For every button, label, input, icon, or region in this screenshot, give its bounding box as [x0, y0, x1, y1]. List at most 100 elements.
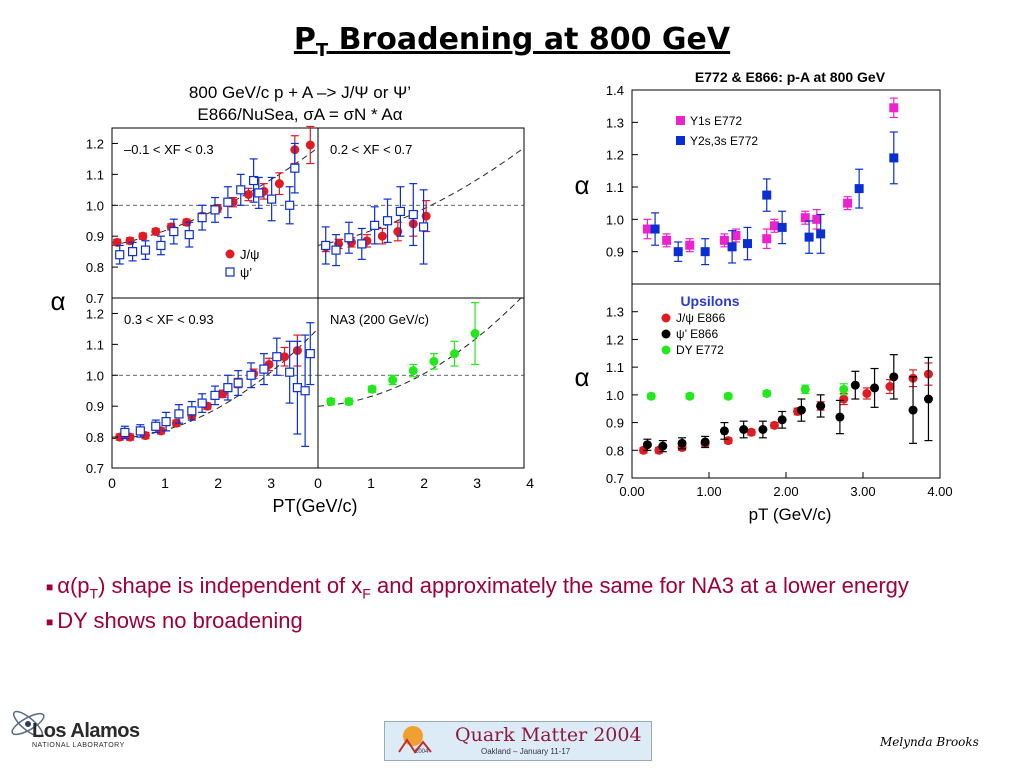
data-point	[889, 153, 899, 163]
legend-marker	[225, 249, 235, 259]
data-point	[243, 189, 253, 199]
data-point	[777, 222, 787, 232]
y-tick-label: 1.0	[606, 388, 624, 403]
data-point	[700, 247, 710, 257]
panel-label: NA3 (200 GeV/c)	[330, 312, 429, 327]
data-point	[673, 247, 683, 257]
y-tick-label: 1.0	[86, 198, 104, 213]
los-alamos-sub: NATIONAL LABORATORY	[32, 742, 125, 749]
data-point	[762, 388, 772, 398]
data-point	[418, 222, 429, 232]
data-point	[839, 394, 849, 404]
data-point	[223, 383, 233, 393]
bullet-item: ■ DY shows no broadening	[46, 608, 303, 634]
data-point	[723, 436, 733, 446]
panel-label: –0.1 < XF < 0.3	[124, 142, 214, 157]
data-point	[184, 230, 194, 240]
data-point	[731, 231, 741, 240]
y-tick-label: 1.1	[606, 360, 624, 375]
legend-label: ψ’ E866	[676, 327, 718, 341]
x-tick-label: 2	[420, 475, 428, 491]
x-tick-label: 1	[161, 475, 169, 491]
data-point	[762, 234, 772, 244]
data-point	[249, 175, 259, 186]
data-point	[267, 194, 277, 204]
data-point	[727, 242, 737, 252]
data-point	[800, 384, 810, 394]
y-axis-label: α	[574, 170, 589, 200]
data-point	[151, 421, 161, 431]
bullet-square-icon: ■	[46, 579, 54, 594]
y-tick-label: 1.4	[606, 83, 624, 98]
data-point	[816, 401, 826, 411]
data-point	[377, 231, 387, 241]
data-point	[169, 226, 179, 237]
data-point	[429, 356, 439, 366]
data-point	[274, 179, 284, 189]
y-tick-label: 1.3	[606, 305, 624, 320]
qm-year: 2004	[415, 749, 429, 755]
data-point	[816, 229, 826, 239]
data-point	[923, 394, 933, 404]
legend-marker	[225, 267, 235, 277]
data-point	[746, 427, 756, 437]
legend-label: J/ψ E866	[676, 311, 726, 325]
data-point	[223, 197, 233, 207]
data-point	[677, 438, 687, 448]
qm-title: Quark Matter 2004	[455, 724, 642, 746]
data-point	[210, 205, 220, 215]
data-point	[850, 380, 860, 390]
data-point	[292, 383, 302, 393]
qm-subtitle: Oakland – January 11-17	[481, 747, 571, 756]
data-point	[197, 398, 207, 408]
data-point	[769, 221, 779, 231]
data-point	[300, 386, 310, 396]
data-point	[197, 213, 207, 223]
chart-subtitle: E866/NuSea, σA = σN * Aα	[197, 105, 402, 124]
data-point	[259, 364, 269, 374]
data-point	[739, 425, 749, 434]
data-point	[642, 440, 652, 450]
data-point	[370, 220, 380, 230]
chart-area: 800 GeV/c p + A –> J/Ψ or Ψ’ E866/NuSea, …	[50, 69, 952, 524]
legend-marker	[661, 313, 671, 323]
data-point	[272, 352, 282, 362]
data-point	[449, 349, 459, 359]
y-tick-label: 0.9	[606, 416, 624, 431]
legend-label: ψ’	[240, 265, 252, 280]
data-point	[889, 372, 899, 382]
data-point	[650, 224, 660, 234]
data-point	[290, 163, 300, 173]
data-point	[344, 233, 354, 243]
data-point	[700, 437, 710, 447]
data-point	[470, 329, 480, 339]
data-point	[138, 231, 148, 241]
y-tick-label: 0.8	[86, 430, 104, 445]
panel-frame	[317, 297, 525, 469]
legend-label: Y2s,3s E772	[690, 134, 758, 148]
y-tick-label: 1.0	[606, 212, 624, 227]
fit-curve	[111, 147, 319, 246]
x-tick-label: 1	[367, 475, 375, 491]
data-point	[862, 388, 872, 398]
data-point	[646, 391, 656, 401]
y-tick-label: 1.2	[86, 306, 104, 321]
data-point	[115, 250, 125, 260]
data-point	[326, 397, 336, 407]
data-point	[388, 375, 398, 385]
y-tick-label: 0.7	[86, 461, 104, 476]
data-point	[161, 417, 171, 427]
data-point	[408, 209, 418, 220]
y-tick-label: 0.7	[86, 291, 104, 306]
data-point	[769, 420, 779, 430]
data-point	[758, 425, 768, 434]
data-point	[835, 412, 845, 422]
x-tick-label: 2	[214, 475, 222, 491]
data-point	[885, 382, 895, 392]
data-point	[408, 366, 418, 376]
data-point	[344, 397, 354, 407]
data-point	[743, 239, 752, 249]
author-name: Melynda Brooks	[880, 735, 979, 749]
data-point	[642, 224, 652, 234]
data-point	[285, 200, 295, 210]
